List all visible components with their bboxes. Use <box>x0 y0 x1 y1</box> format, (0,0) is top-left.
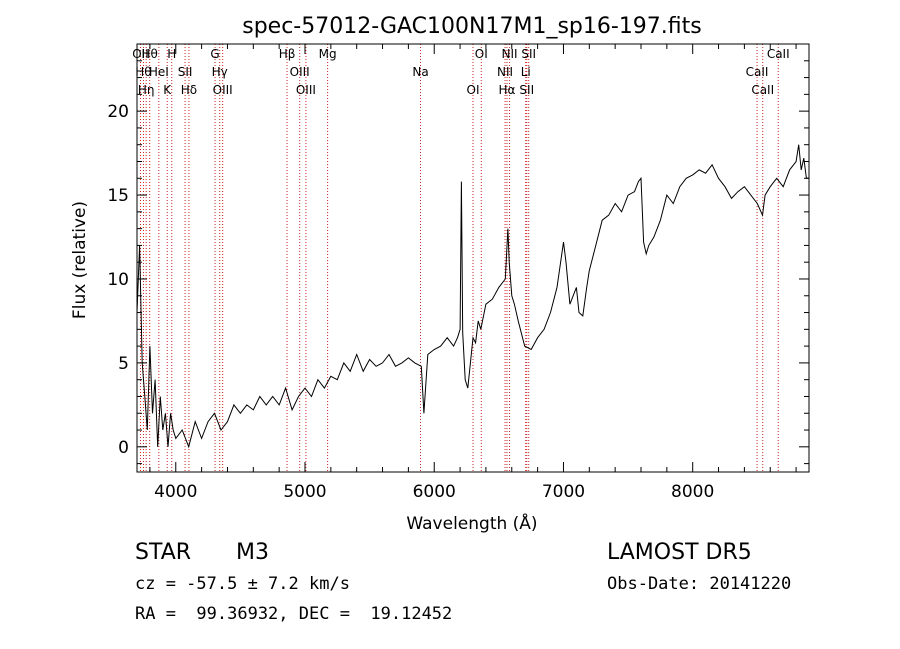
x-tick-label: 4000 <box>154 482 197 502</box>
line-label: HeI <box>149 65 169 79</box>
line-label: Hγ <box>212 65 228 79</box>
x-axis-ticks: 4000 5000 6000 7000 8000 <box>149 44 797 502</box>
x-tick-label: 6000 <box>413 482 456 502</box>
line-label: Hδ <box>181 83 197 97</box>
line-label: Li <box>521 65 531 79</box>
line-label: SII <box>178 65 193 79</box>
survey-name: LAMOST DR5 <box>607 540 752 565</box>
y-tick-label: 10 <box>107 270 129 290</box>
line-label: H <box>167 47 176 61</box>
redshift-velocity: cz = -57.5 ± 7.2 km/s <box>135 574 350 594</box>
line-label: Hθ <box>135 65 151 79</box>
y-axis-ticks: 0 5 10 15 20 <box>107 60 809 465</box>
line-label: CaII <box>751 83 774 97</box>
object-class: STAR <box>135 540 192 565</box>
y-tick-label: 20 <box>107 102 129 122</box>
line-label: Hη <box>138 83 155 97</box>
x-tick-label: 5000 <box>283 482 326 502</box>
line-label: NII <box>502 47 518 61</box>
y-tick-label: 15 <box>107 186 129 206</box>
line-label: CaII <box>767 47 790 61</box>
object-subclass: M3 <box>236 540 269 565</box>
coordinates: RA = 99.36932, DEC = 19.12452 <box>135 604 453 624</box>
chart-title: spec-57012-GAC100N17M1_sp16-197.fits <box>242 14 702 39</box>
plot-frame <box>136 43 810 473</box>
y-axis-label: Flux (relative) <box>70 201 90 319</box>
x-tick-label: 8000 <box>671 482 714 502</box>
line-label: CaII <box>746 65 769 79</box>
line-label: SII <box>521 47 536 61</box>
line-label: OIII <box>296 83 316 97</box>
x-axis-label: Wavelength (Å) <box>406 512 537 534</box>
line-label: OIII <box>290 65 310 79</box>
line-label: Na <box>412 65 428 79</box>
line-label: K <box>163 83 172 97</box>
line-label: OII <box>132 47 149 61</box>
line-label: Hθ <box>141 47 157 61</box>
line-label: G <box>210 47 219 61</box>
y-tick-label: 5 <box>118 354 129 374</box>
line-label: Mg <box>319 47 337 61</box>
line-label: Hα <box>499 83 516 97</box>
spectrum-line <box>136 144 809 449</box>
line-label: Hβ <box>279 47 296 61</box>
line-label: OIII <box>213 83 233 97</box>
line-label: SII <box>519 83 534 97</box>
x-tick-label: 7000 <box>542 482 585 502</box>
spectral-line-markers <box>139 44 779 472</box>
observation-date: Obs-Date: 20141220 <box>607 574 792 594</box>
line-label: OI <box>467 83 480 97</box>
y-tick-label: 0 <box>118 438 129 458</box>
line-label: OI <box>475 47 488 61</box>
spectral-line-labels: OIIHθHηHθHeIKHSIIHδGHγOIIIHβOIIIOIIIMgNa… <box>132 47 789 97</box>
line-label: NII <box>497 65 513 79</box>
